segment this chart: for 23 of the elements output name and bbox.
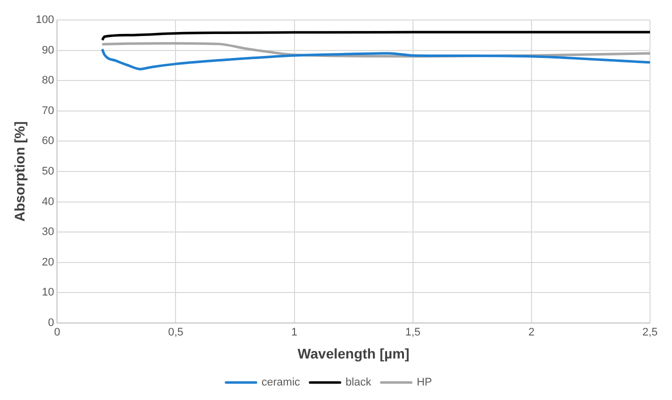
x-axis-title: Wavelength [µm] bbox=[298, 345, 410, 362]
y-tick-label: 10 bbox=[42, 286, 54, 299]
y-tick-label: 80 bbox=[42, 74, 54, 87]
x-tick-label: 2 bbox=[528, 326, 534, 339]
y-tick-label: 70 bbox=[42, 104, 54, 117]
line-series bbox=[100, 30, 650, 42]
line-series bbox=[100, 48, 650, 70]
y-tick-label: 30 bbox=[42, 226, 54, 238]
y-tick-label: 0 bbox=[48, 317, 54, 330]
x-tick-label: 1,5 bbox=[405, 326, 421, 339]
y-tick-label: 40 bbox=[42, 196, 54, 208]
y-tick-label: 100 bbox=[36, 14, 54, 26]
legend-label: ceramic bbox=[262, 376, 301, 389]
legend-label: black bbox=[346, 376, 372, 389]
y-tick-label: 60 bbox=[42, 135, 54, 148]
y-tick-label: 50 bbox=[42, 166, 54, 178]
y-axis-title: Absorption [%] bbox=[11, 121, 28, 222]
x-tick-label: 2,5 bbox=[642, 326, 658, 339]
x-tick-label: 1 bbox=[291, 326, 298, 339]
legend-label: HP bbox=[416, 376, 432, 389]
y-tick-label: 20 bbox=[42, 256, 54, 268]
y-tick-label: 90 bbox=[42, 44, 54, 56]
x-tick-label: 0,5 bbox=[168, 326, 184, 339]
